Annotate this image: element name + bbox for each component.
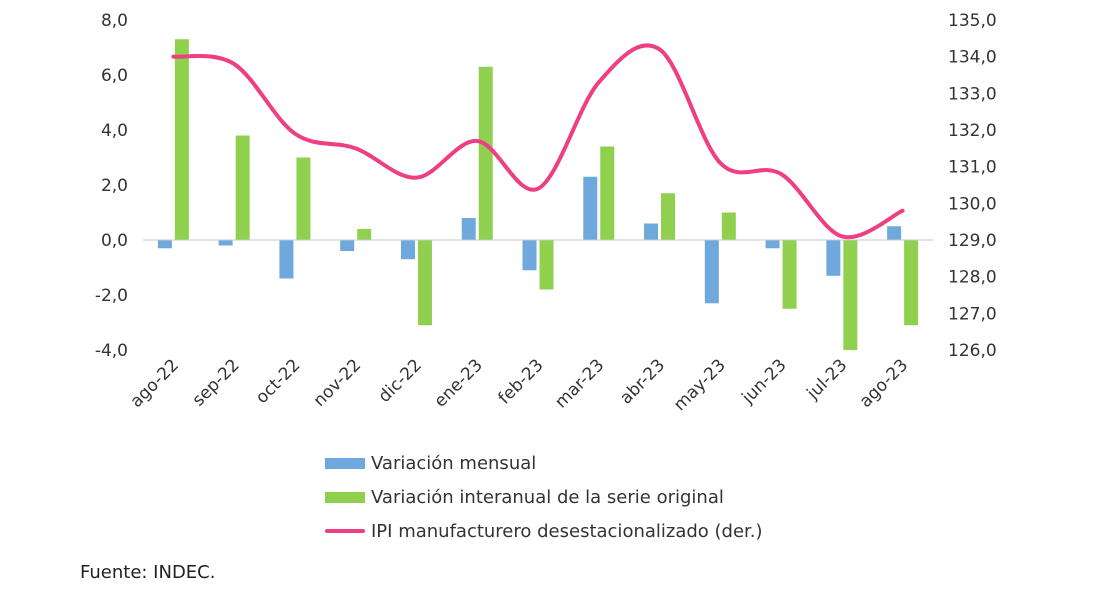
y-right-tick-label: 131,0: [948, 158, 997, 178]
x-tick-label: jun-23: [738, 355, 791, 408]
y-right-tick-label: 126,0: [948, 341, 997, 361]
y-right-ticks: 135,0 134,0 133,0 132,0 131,0 130,0 129,0 128,0…: [948, 11, 997, 361]
bar-interanual-dic-22: [417, 240, 432, 326]
bar-interanual-ene-23: [478, 66, 493, 240]
y-left-tick-label: -4,0: [95, 341, 128, 361]
y-left-tick-label: 0,0: [101, 231, 128, 251]
legend-item-ipi: IPI manufacturero desestacionalizado (de…: [325, 514, 763, 548]
x-tick-label: mar-23: [551, 355, 608, 412]
legend: Variación mensual Variación interanual d…: [325, 446, 763, 548]
legend-item-interanual: Variación interanual de la serie origina…: [325, 480, 763, 514]
y-right-tick-label: 132,0: [948, 121, 997, 141]
y-left-tick-label: 6,0: [101, 66, 128, 86]
bar-mensual-ene-23: [461, 218, 476, 240]
x-tick-label: ago-22: [127, 355, 183, 411]
bar-interanual-feb-23: [539, 240, 554, 290]
y-right-tick-label: 133,0: [948, 84, 997, 104]
bar-interanual-jun-23: [782, 240, 797, 309]
bars-layer: [157, 39, 919, 350]
y-left-ticks: 8,0 6,0 4,0 2,0 0,0 -2,0 -4,0: [95, 11, 128, 361]
bar-interanual-abr-23: [661, 193, 676, 240]
legend-swatch-mensual: [325, 457, 365, 469]
bar-interanual-ago-23: [904, 240, 919, 326]
bar-interanual-sep-22: [235, 135, 250, 240]
bar-mensual-sep-22: [218, 240, 233, 246]
bar-mensual-may-23: [704, 240, 719, 304]
bar-mensual-ago-22: [157, 240, 172, 249]
y-right-tick-label: 127,0: [948, 304, 997, 324]
y-right-tick-label: 130,0: [948, 194, 997, 214]
x-tick-label: oct-22: [252, 355, 304, 407]
x-tick-label: feb-23: [494, 355, 547, 408]
x-tick-label: ago-23: [856, 355, 912, 411]
x-tick-label: ene-23: [431, 355, 487, 411]
y-right-tick-label: 129,0: [948, 231, 997, 251]
y-right-tick-label: 135,0: [948, 11, 997, 31]
y-left-tick-label: 4,0: [101, 121, 128, 141]
bar-interanual-nov-22: [357, 229, 372, 240]
x-tick-label: nov-22: [310, 355, 366, 411]
chart-area: 8,06,04,02,00,0-2,0-4,0 135,0134,0133,01…: [95, 11, 997, 415]
bar-mensual-oct-22: [279, 240, 294, 279]
bar-mensual-nov-22: [340, 240, 355, 251]
y-left-tick-label: -2,0: [95, 286, 128, 306]
bar-interanual-mar-23: [600, 146, 615, 240]
bar-mensual-dic-22: [400, 240, 415, 260]
legend-label-ipi: IPI manufacturero desestacionalizado (de…: [371, 520, 763, 542]
legend-label-mensual: Variación mensual: [371, 452, 537, 474]
bar-interanual-oct-22: [296, 157, 311, 240]
series-line-ipi: [171, 43, 905, 240]
bar-mensual-feb-23: [522, 240, 537, 271]
x-tick-label: dic-22: [375, 355, 426, 406]
x-tick-label: jul-23: [803, 355, 852, 404]
legend-swatch-interanual: [325, 491, 365, 503]
bar-interanual-jul-23: [843, 240, 858, 350]
x-tick-label: abr-23: [616, 355, 669, 408]
bar-mensual-mar-23: [583, 176, 598, 240]
bar-mensual-ago-23: [887, 226, 902, 240]
y-right-tick-label: 134,0: [948, 48, 997, 68]
legend-item-mensual: Variación mensual: [325, 446, 763, 480]
legend-label-interanual: Variación interanual de la serie origina…: [371, 486, 724, 508]
bar-mensual-abr-23: [644, 223, 659, 240]
x-tick-label: sep-22: [189, 355, 244, 410]
bar-mensual-jun-23: [765, 240, 780, 249]
y-left-tick-label: 2,0: [101, 176, 128, 196]
bar-mensual-jul-23: [826, 240, 841, 276]
x-tick-label: may-23: [670, 355, 730, 415]
x-ticks: ago-22 sep-22 oct-22 nov-22 dic-22 ene-23 feb-…: [127, 355, 913, 415]
y-left-tick-label: 8,0: [101, 11, 128, 31]
source-note: Fuente: INDEC.: [80, 562, 216, 583]
bar-interanual-may-23: [721, 212, 736, 240]
legend-swatch-ipi: [325, 529, 365, 533]
bar-interanual-ago-22: [174, 39, 189, 240]
y-right-tick-label: 128,0: [948, 268, 997, 288]
